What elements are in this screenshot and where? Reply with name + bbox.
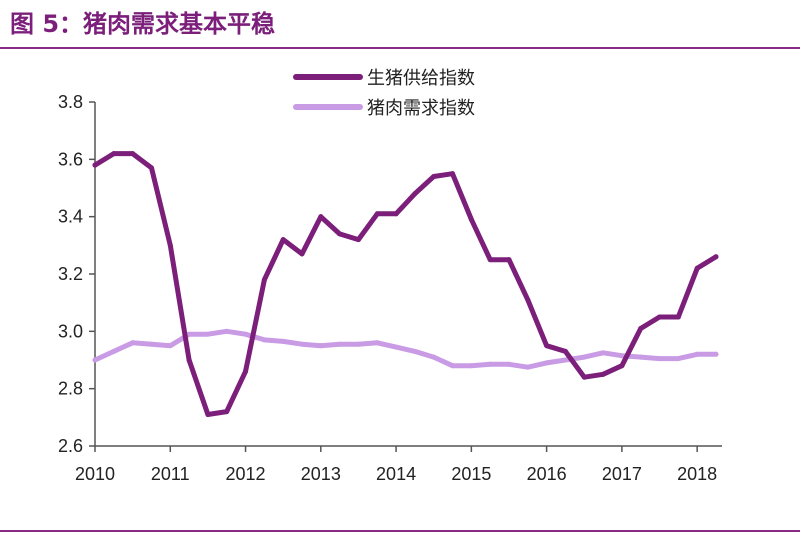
data-point-demand bbox=[92, 357, 98, 363]
data-point-supply bbox=[261, 277, 267, 283]
data-point-supply bbox=[431, 174, 437, 180]
data-point-supply bbox=[525, 297, 531, 303]
data-point-demand bbox=[355, 341, 361, 347]
data-point-supply bbox=[694, 265, 700, 271]
y-tick-label: 3.6 bbox=[58, 149, 83, 169]
chart-axes: 2.6 2.8 3.0 3.2 3.4 3.6 3.8 2010 2011 2012 2013 201… bbox=[58, 92, 722, 484]
bottom-rule bbox=[0, 530, 800, 532]
data-point-demand bbox=[374, 340, 380, 346]
data-point-supply bbox=[205, 411, 211, 417]
data-point-demand bbox=[544, 360, 550, 366]
x-tick-label: 2017 bbox=[602, 464, 642, 484]
data-point-supply bbox=[581, 374, 587, 380]
data-point-supply bbox=[337, 231, 343, 237]
x-tick-label: 2018 bbox=[677, 464, 717, 484]
data-point-supply bbox=[148, 165, 154, 171]
data-point-demand bbox=[525, 364, 531, 370]
data-point-supply bbox=[92, 162, 98, 168]
data-point-supply bbox=[544, 343, 550, 349]
data-point-demand bbox=[148, 341, 154, 347]
data-point-demand bbox=[224, 328, 230, 334]
data-point-supply bbox=[657, 314, 663, 320]
data-point-demand bbox=[600, 350, 606, 356]
data-point-demand bbox=[506, 361, 512, 367]
data-point-demand bbox=[337, 341, 343, 347]
data-point-supply bbox=[280, 237, 286, 243]
x-tick-label: 2012 bbox=[226, 464, 266, 484]
data-point-supply bbox=[675, 314, 681, 320]
legend-label-demand: 猪肉需求指数 bbox=[367, 98, 475, 119]
x-tick-label: 2016 bbox=[527, 464, 567, 484]
data-point-supply bbox=[393, 211, 399, 217]
data-point-supply bbox=[243, 368, 249, 374]
data-point-supply bbox=[374, 211, 380, 217]
data-point-demand bbox=[299, 341, 305, 347]
data-point-supply bbox=[412, 191, 418, 197]
data-point-demand bbox=[450, 363, 456, 369]
data-point-demand bbox=[694, 351, 700, 357]
y-tick-label: 3.4 bbox=[58, 207, 83, 227]
title-rule bbox=[0, 47, 800, 49]
data-point-demand bbox=[638, 354, 644, 360]
legend-label-supply: 生猪供给指数 bbox=[367, 68, 475, 89]
data-point-demand bbox=[412, 348, 418, 354]
y-tick-label: 2.6 bbox=[58, 436, 83, 456]
series-layer bbox=[92, 151, 719, 417]
data-point-supply bbox=[638, 325, 644, 331]
data-point-supply bbox=[506, 257, 512, 263]
data-point-demand bbox=[468, 363, 474, 369]
data-point-supply bbox=[487, 257, 493, 263]
figure-title: 图 5：猪肉需求基本平稳 bbox=[10, 10, 276, 38]
y-tick-label: 3.2 bbox=[58, 264, 83, 284]
data-point-supply bbox=[619, 363, 625, 369]
y-tick-label: 2.8 bbox=[58, 379, 83, 399]
x-tick-label: 2011 bbox=[151, 464, 190, 484]
data-point-supply bbox=[713, 254, 719, 260]
data-point-supply bbox=[167, 242, 173, 248]
data-point-demand bbox=[261, 337, 267, 343]
data-point-supply bbox=[186, 357, 192, 363]
data-point-demand bbox=[243, 331, 249, 337]
data-point-demand bbox=[205, 331, 211, 337]
data-point-demand bbox=[431, 354, 437, 360]
data-point-supply bbox=[318, 214, 324, 220]
data-point-demand bbox=[581, 354, 587, 360]
data-point-demand bbox=[130, 340, 136, 346]
data-point-demand bbox=[675, 356, 681, 362]
data-point-demand bbox=[487, 361, 493, 367]
data-point-supply bbox=[600, 371, 606, 377]
x-tick-label: 2013 bbox=[301, 464, 341, 484]
y-tick-label: 3.0 bbox=[58, 321, 83, 341]
data-point-demand bbox=[318, 343, 324, 349]
data-point-demand bbox=[619, 353, 625, 359]
data-point-supply bbox=[224, 409, 230, 415]
data-point-supply bbox=[299, 251, 305, 257]
data-point-demand bbox=[713, 351, 719, 357]
data-point-supply bbox=[355, 237, 361, 243]
x-tick-label: 2014 bbox=[376, 464, 416, 484]
y-tick-label: 3.8 bbox=[58, 92, 83, 112]
data-point-demand bbox=[111, 348, 117, 354]
data-point-supply bbox=[130, 151, 136, 157]
data-point-supply bbox=[562, 348, 568, 354]
data-point-demand bbox=[186, 331, 192, 337]
x-tick-label: 2015 bbox=[451, 464, 491, 484]
data-point-demand bbox=[562, 357, 568, 363]
data-point-demand bbox=[657, 356, 663, 362]
data-point-demand bbox=[393, 344, 399, 350]
series-line-demand bbox=[92, 328, 719, 370]
data-point-supply bbox=[111, 151, 117, 157]
series-line-supply bbox=[92, 151, 719, 417]
data-point-demand bbox=[280, 338, 286, 344]
data-point-supply bbox=[450, 171, 456, 177]
data-point-supply bbox=[468, 217, 474, 223]
x-tick-label: 2010 bbox=[75, 464, 115, 484]
data-point-demand bbox=[167, 343, 173, 349]
